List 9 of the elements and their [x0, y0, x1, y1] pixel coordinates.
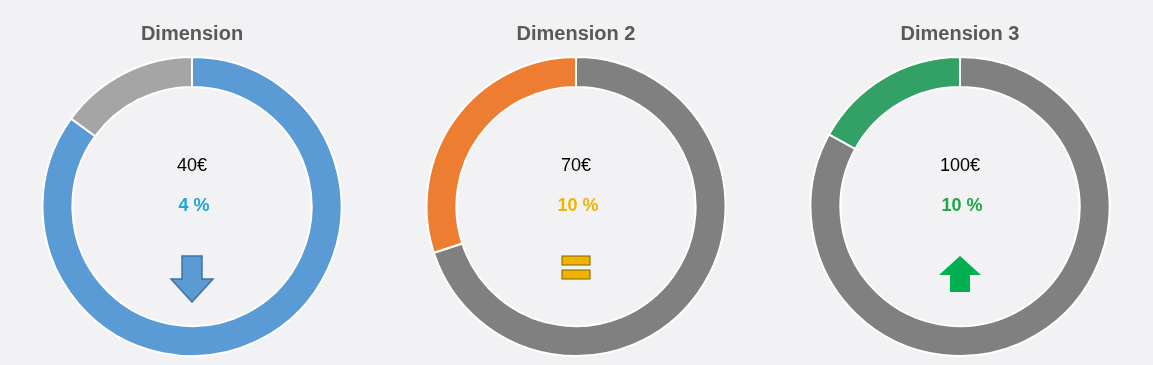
chart-title: Dimension 3 [900, 21, 1020, 44]
text: 4 % [178, 195, 210, 216]
text: 10 % [941, 195, 983, 216]
text: 10 % [557, 195, 599, 216]
chart-title: Dimension 2 [516, 21, 636, 44]
text: 100€ [939, 155, 981, 176]
text: 70€ [560, 155, 592, 176]
chart-title: Dimension [140, 21, 244, 44]
text: 40€ [176, 155, 208, 176]
